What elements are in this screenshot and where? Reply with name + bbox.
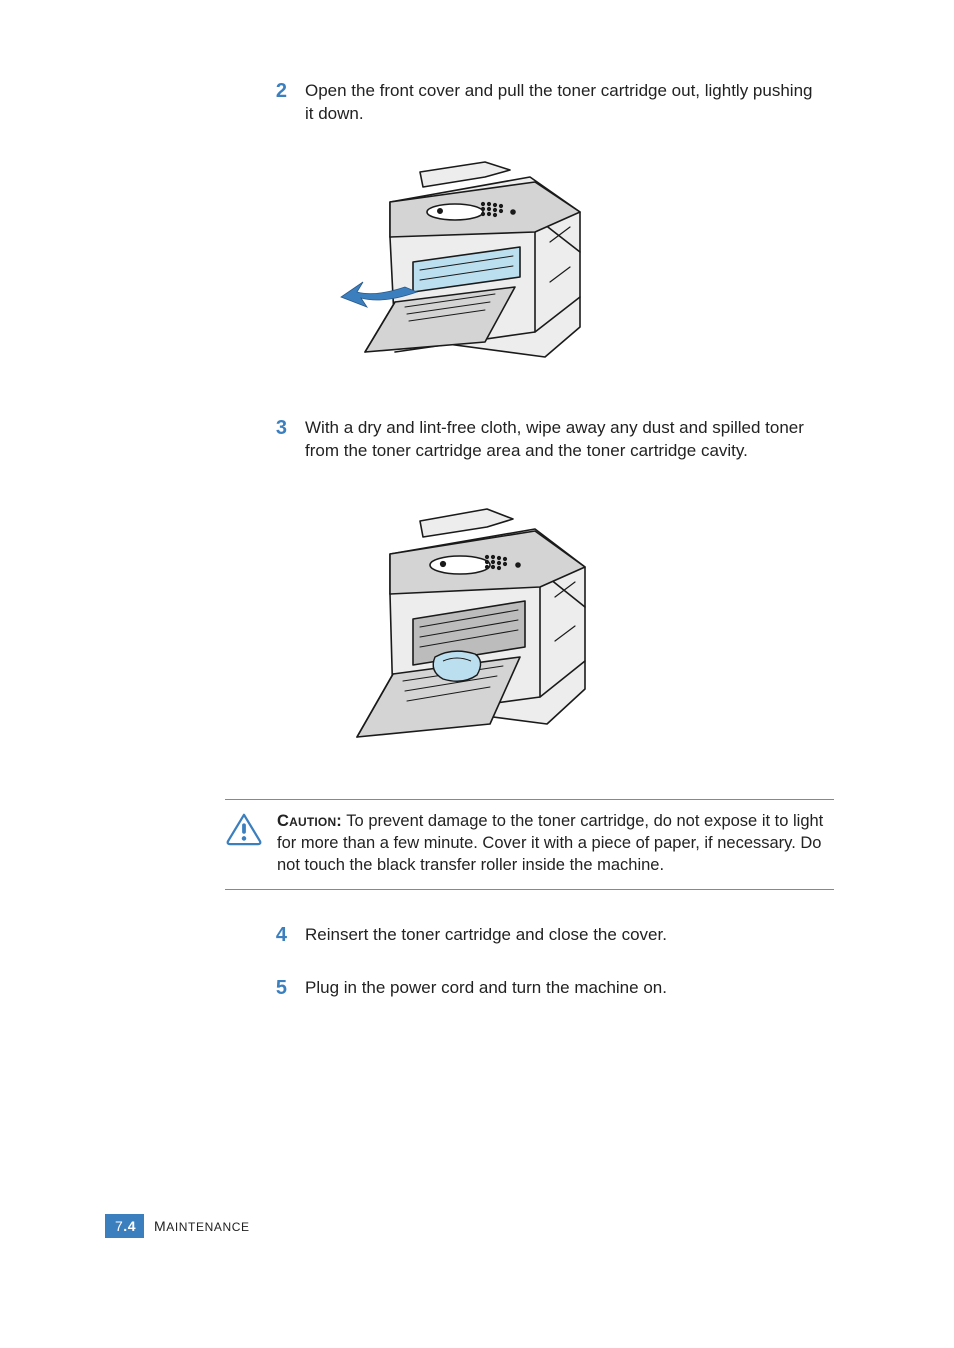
page-number-chip: 7.4 [105, 1214, 144, 1238]
step-text-5: Plug in the power cord and turn the mach… [305, 977, 667, 1000]
step-text-2: Open the front cover and pull the toner … [305, 80, 825, 126]
step-2: 2 Open the front cover and pull the tone… [105, 80, 834, 126]
caution-body: To prevent damage to the toner cartridge… [277, 812, 823, 875]
caution-block: Caution: To prevent damage to the toner … [225, 799, 834, 890]
printer-wipe-illustration [335, 479, 605, 759]
step-number-4: 4 [265, 924, 305, 947]
wipe-cloth-icon [433, 651, 480, 681]
illustration-wrap-2 [105, 142, 834, 377]
footer-section-name: MAINTENANCE [154, 1218, 250, 1234]
page-footer: 7.4 MAINTENANCE [105, 1214, 250, 1238]
caution-triangle-icon [225, 812, 263, 846]
caution-label: Caution: [277, 812, 342, 830]
printer-pull-cartridge-illustration [335, 142, 605, 377]
step-number-2: 2 [265, 80, 305, 103]
caution-text: Caution: To prevent damage to the toner … [277, 810, 834, 877]
step-number-5: 5 [265, 977, 305, 1000]
step-number-3: 3 [265, 417, 305, 440]
step-4: 4 Reinsert the toner cartridge and close… [105, 924, 834, 947]
step-text-3: With a dry and lint-free cloth, wipe awa… [305, 417, 825, 463]
manual-page: 2 Open the front cover and pull the tone… [0, 0, 954, 1348]
step-3: 3 With a dry and lint-free cloth, wipe a… [105, 417, 834, 463]
footer-page: 4 [128, 1218, 136, 1234]
illustration-wrap-3 [105, 479, 834, 759]
step-text-4: Reinsert the toner cartridge and close t… [305, 924, 667, 947]
step-5: 5 Plug in the power cord and turn the ma… [105, 977, 834, 1000]
